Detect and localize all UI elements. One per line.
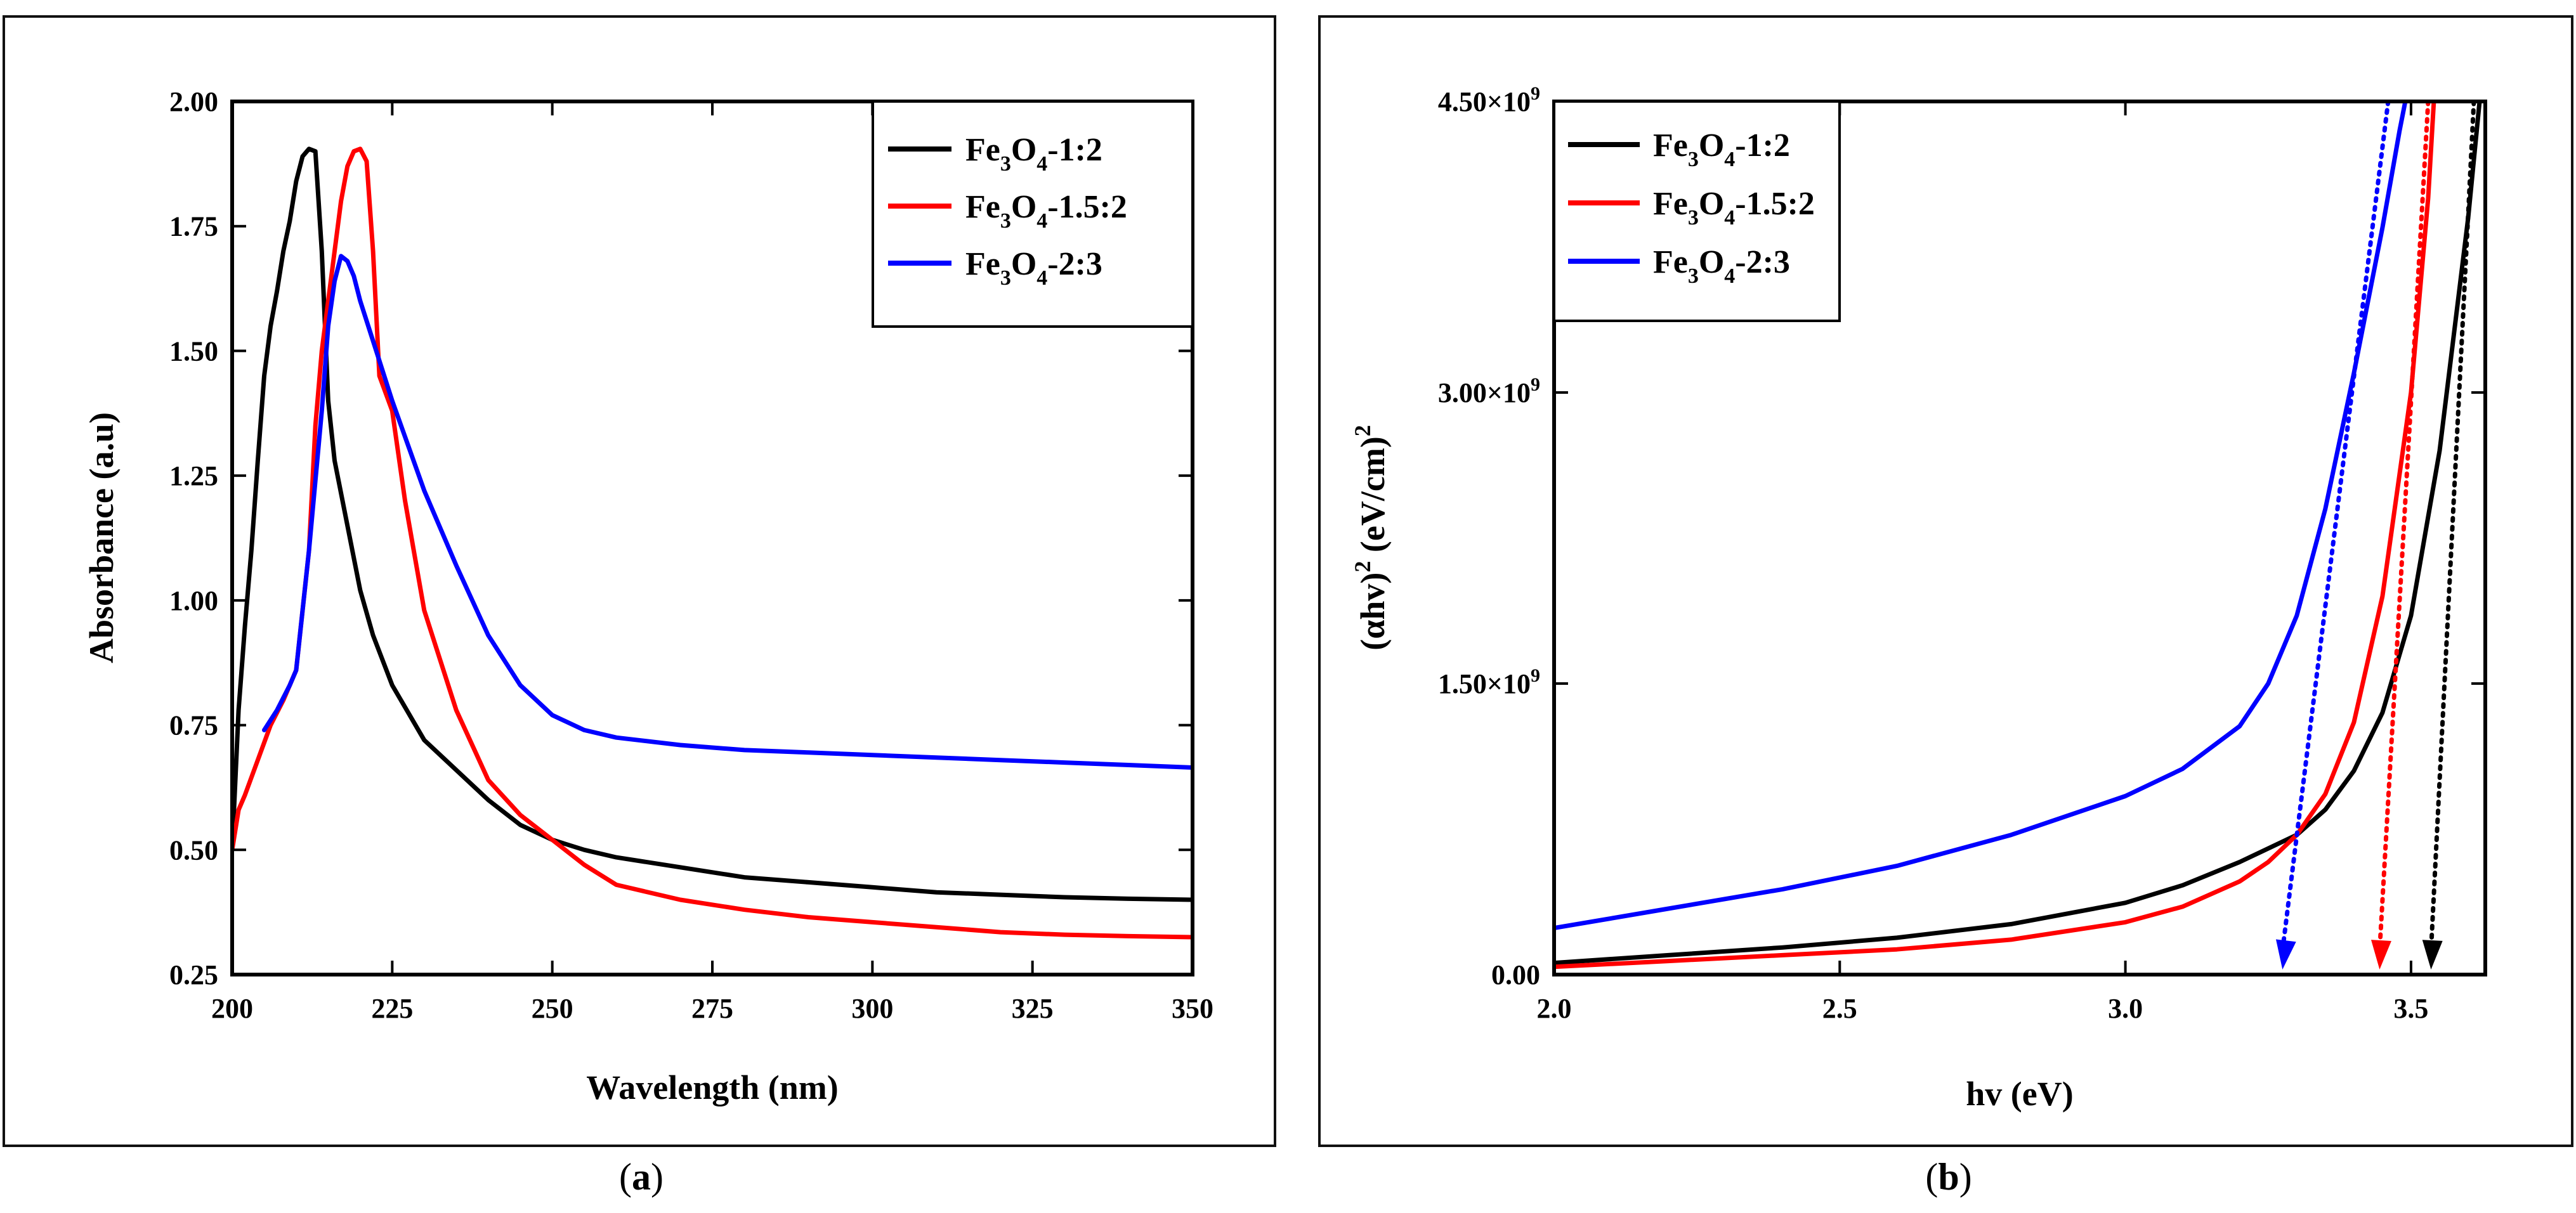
plot-a-y-tick-label: 1.75 [169, 211, 218, 242]
plot-a-legend-label-1: Fe3O4-1:2 [965, 132, 1102, 176]
plot-a-x-tick-label: 325 [1012, 993, 1054, 1024]
plot-a-y-tick-label: 1.00 [169, 585, 218, 616]
panel-b-frame [1318, 15, 2573, 1147]
caption-b-close: ) [1959, 1156, 1972, 1198]
plot-a-x-tick-label: 250 [532, 993, 573, 1024]
plot-b-y-axis-title-part2: (eV/cm) [1354, 436, 1392, 561]
plot-b-legend-box [1553, 100, 1841, 322]
plot-a-y-tick-label: 0.75 [169, 710, 218, 741]
plot-b-extrapolation-arrow-2 [2370, 940, 2391, 970]
plot-a-ticks: 200 225 250 275 300 325 350 0.25 0.50 0.75 1.00 1.2… [169, 86, 1213, 1024]
plot-a: 200 225 250 275 300 325 350 0.25 0.50 0.75 1.00 1.2… [82, 86, 1213, 1106]
plot-b-legend-label-1: Fe3O4-1:2 [1653, 127, 1790, 171]
caption-b-open: ( [1925, 1156, 1938, 1198]
plot-a-legend-label-3: Fe3O4-2:3 [965, 246, 1102, 290]
plot-a-series-line-3 [262, 254, 1193, 770]
plot-b-lines [1554, 101, 2482, 970]
plot-a-axes-box [230, 100, 1194, 976]
panel-a: 200 225 250 275 300 325 350 0.25 0.50 0.75 1.00 1.2… [3, 15, 1276, 1147]
plot-a-legend: Fe3O4-1:2 Fe3O4-1.5:2 Fe3O4-2:3 [872, 100, 1194, 328]
plot-b-legend-label-2: Fe3O4-1.5:2 [1653, 186, 1815, 230]
plot-a-y-tick-label: 1.50 [169, 335, 218, 366]
plot-a-legend-box [872, 100, 1194, 328]
caption-a-close: ) [651, 1156, 664, 1198]
caption-b: (b) [1925, 1156, 1971, 1198]
panel-b: 2.0 2.5 3.0 3.5 0.00 1.50×109 3.00×109 4.50×109… [1318, 15, 2573, 1147]
plot-b-y-tick-label: 3.00×109 [1438, 374, 1540, 408]
plot-b-extrapolation-line-3 [2280, 101, 2391, 953]
plot-b-x-tick-label: 2.0 [1537, 993, 1572, 1024]
plot-b-x-tick-label: 3.5 [2393, 993, 2428, 1024]
plot-b-y-tick-label: 4.50×109 [1438, 83, 1540, 117]
plot-b-x-tick-label: 3.0 [2108, 993, 2143, 1024]
plot-b-y-axis-title-sup1: 2 [1350, 561, 1375, 573]
plot-b-y-tick-label: 0.00 [1491, 959, 1540, 990]
plot-b-x-axis-title: hv (eV) [1966, 1075, 2073, 1113]
plot-b-y-axis-title-sup2: 2 [1350, 425, 1375, 436]
plot-a-x-tick-label: 300 [851, 993, 893, 1024]
plot-b-ticks: 2.0 2.5 3.0 3.5 0.00 1.50×109 3.00×109 4.50×109 [1438, 83, 2485, 1024]
plot-a-y-tick-label: 1.25 [169, 460, 218, 491]
plot-a-y-tick-label: 0.25 [169, 959, 218, 990]
plot-b-axes-box [1552, 100, 2487, 976]
plot-b-series-line-3 [1554, 101, 2408, 931]
plot-a-x-tick-label: 275 [691, 993, 733, 1024]
panel-a-frame [3, 15, 1276, 1147]
caption-a: (a) [619, 1156, 664, 1198]
plot-b-legend: Fe3O4-1:2 Fe3O4-1.5:2 Fe3O4-2:3 [1553, 100, 1841, 322]
plot-b-legend-label-3: Fe3O4-2:3 [1653, 244, 1790, 288]
plot-a-lines [232, 146, 1193, 940]
plot-b-x-tick-label: 2.5 [1822, 993, 1857, 1024]
plot-a-legend-entries: Fe3O4-1:2 Fe3O4-1.5:2 Fe3O4-2:3 [888, 132, 1127, 290]
plot-b-extrapolation-line-2 [2377, 101, 2431, 953]
plot-b-y-tick-label: 1.50×109 [1438, 665, 1540, 699]
plot-a-x-tick-label: 350 [1172, 993, 1213, 1024]
plot-a-y-tick-label: 0.50 [169, 834, 218, 866]
caption-a-open: ( [619, 1156, 632, 1198]
plot-a-x-axis-title: Wavelength (nm) [586, 1068, 839, 1106]
plot-a-y-axis-title: Absorbance (a.u) [82, 412, 121, 663]
plot-b-series-line-1 [1554, 101, 2482, 966]
caption-a-letter: a [632, 1156, 651, 1198]
plot-a-y-tick-label: 2.00 [169, 86, 218, 117]
plot-b-y-axis-title: (αhv)2 (eV/cm)2 [1350, 425, 1392, 651]
plot-b-y-axis-title-part1: (αhv) [1354, 573, 1392, 651]
plot-b-extrapolation-line-1 [2428, 101, 2476, 953]
caption-b-letter: b [1938, 1156, 1959, 1198]
plot-b: 2.0 2.5 3.0 3.5 0.00 1.50×109 3.00×109 4.50×109… [1350, 83, 2487, 1113]
plot-a-series-line-1 [232, 146, 1193, 902]
plot-b-legend-entries: Fe3O4-1:2 Fe3O4-1.5:2 Fe3O4-2:3 [1568, 127, 1815, 288]
plot-b-series-line-2 [1554, 101, 2436, 970]
plot-a-x-tick-label: 200 [211, 993, 253, 1024]
plot-a-legend-label-2: Fe3O4-1.5:2 [965, 189, 1127, 233]
plot-b-extrapolation-arrow-3 [2275, 939, 2296, 970]
plot-a-x-tick-label: 225 [371, 993, 413, 1024]
plot-b-extrapolation-arrow-1 [2422, 940, 2443, 970]
